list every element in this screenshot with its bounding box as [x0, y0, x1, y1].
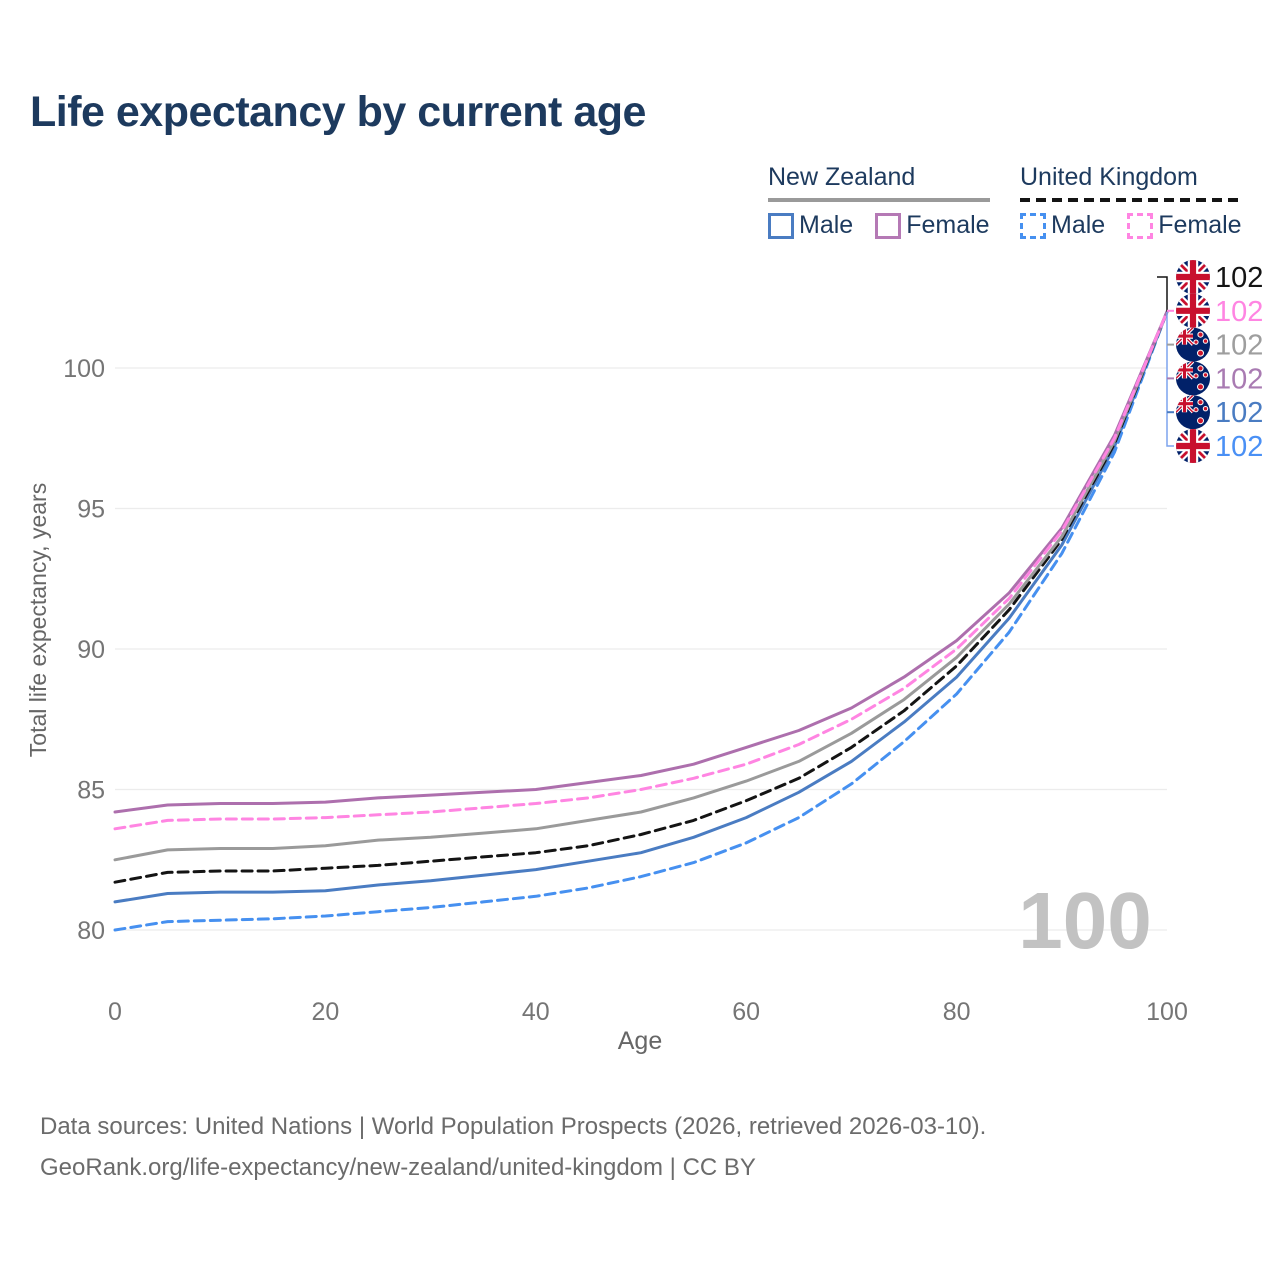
legend-item-nz-male[interactable]: Male: [768, 211, 853, 240]
legend-underline-solid: [768, 198, 990, 202]
series-line-nz-male[interactable]: [113, 310, 1169, 904]
x-tick-label-60: 60: [732, 998, 760, 1026]
end-label-connector-uk-total: [1157, 276, 1168, 312]
legend-label-nz-female: Female: [906, 211, 990, 239]
legend-underline-dashed: [1020, 198, 1242, 202]
y-tick-label-95: 95: [77, 496, 105, 524]
y-tick-label-100: 100: [63, 355, 105, 383]
nz-flag-icon: [1176, 328, 1210, 362]
page-title: Life expectancy by current age: [30, 88, 646, 136]
footer-data-sources: Data sources: United Nations | World Pop…: [40, 1113, 987, 1140]
uk-female-swatch-icon: [1127, 212, 1154, 239]
nz-flag-icon: [1176, 361, 1210, 395]
age-watermark: 100: [1018, 876, 1151, 965]
legend-title-new-zealand: New Zealand: [768, 163, 916, 191]
y-axis-title: Total life expectancy, years: [25, 483, 51, 757]
end-value-label-nz-3: 102: [1215, 363, 1263, 395]
end-value-label-uk-0: 102: [1215, 262, 1263, 294]
end-value-label-nz-4: 102: [1215, 397, 1263, 429]
uk-flag-icon: [1176, 294, 1210, 328]
y-tick-label-80: 80: [77, 917, 105, 945]
uk-male-swatch-icon: [1020, 212, 1046, 239]
legend-title-united-kingdom: United Kingdom: [1020, 163, 1198, 191]
end-label-connector-ladder: [1166, 311, 1174, 447]
series-line-uk-male[interactable]: [113, 310, 1169, 932]
x-axis-title: Age: [618, 1027, 662, 1055]
legend-label-uk-male: Male: [1051, 211, 1106, 239]
y-tick-label-90: 90: [77, 636, 105, 664]
x-tick-label-40: 40: [522, 998, 550, 1026]
legend-item-uk-male[interactable]: Male: [1020, 211, 1105, 240]
nz-female-swatch-icon: [875, 212, 902, 239]
footer-attribution: GeoRank.org/life-expectancy/new-zealand/…: [40, 1154, 756, 1181]
series-line-nz-female[interactable]: [113, 310, 1169, 814]
legend-item-nz-female[interactable]: Female: [875, 211, 990, 240]
y-tick-label-85: 85: [77, 777, 105, 805]
uk-flag-icon: [1176, 260, 1210, 294]
nz-flag-icon: [1176, 395, 1210, 429]
nz-male-swatch-icon: [768, 212, 794, 239]
end-value-label-uk-1: 102: [1215, 296, 1263, 328]
x-tick-label-100: 100: [1146, 998, 1188, 1026]
x-tick-label-80: 80: [943, 998, 971, 1026]
legend-item-uk-female[interactable]: Female: [1127, 211, 1242, 240]
end-value-label-uk-5: 102: [1215, 431, 1263, 463]
end-value-label-nz-2: 102: [1215, 330, 1263, 362]
legend-group-new-zealand: New Zealand Male Female: [768, 163, 990, 240]
series-line-nz-total[interactable]: [113, 310, 1169, 862]
series-line-uk-female[interactable]: [113, 310, 1169, 831]
legend-group-united-kingdom: United Kingdom Male Female: [1020, 163, 1242, 240]
legend-label-uk-female: Female: [1158, 211, 1242, 239]
series-line-uk-total[interactable]: [113, 310, 1169, 884]
legend-label-nz-male: Male: [799, 211, 854, 239]
x-tick-label-0: 0: [108, 998, 122, 1026]
footer: Data sources: United Nations | World Pop…: [40, 1106, 986, 1188]
uk-flag-icon: [1176, 429, 1210, 463]
x-tick-label-20: 20: [311, 998, 339, 1026]
